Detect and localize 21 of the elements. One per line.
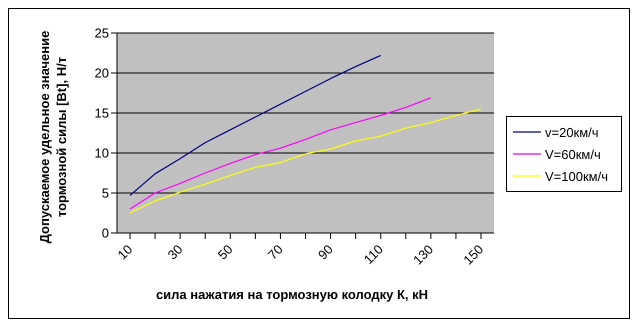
y-tick-label: 0 <box>102 226 109 241</box>
line-series <box>129 97 432 210</box>
y-tick-label: 15 <box>94 106 109 121</box>
y-tick-label: 10 <box>94 146 109 161</box>
x-tick-label: 150 <box>460 242 486 268</box>
line-series <box>129 108 482 214</box>
x-tick-label: 30 <box>164 242 186 263</box>
legend-label: V=100км/ч <box>545 168 608 184</box>
x-tick-label: 50 <box>214 242 236 263</box>
legend-label: V=60км/ч <box>545 146 601 162</box>
x-tick-label: 130 <box>410 242 436 268</box>
x-tick-label: 70 <box>264 242 286 263</box>
x-tick-label: 110 <box>360 242 386 267</box>
y-axis-title: Допускаемое удельное значение тормозной силы [Вt], Н/т <box>36 30 70 246</box>
legend-label: v=20км/ч <box>545 124 599 140</box>
x-tick-label: 90 <box>315 242 336 263</box>
x-axis-title: сила нажатия на тормозную колодку К, кН <box>156 287 428 302</box>
line-series <box>129 54 382 196</box>
y-tick-label: 5 <box>102 186 109 201</box>
y-tick-label: 20 <box>94 66 109 81</box>
y-tick-label: 25 <box>94 26 109 41</box>
